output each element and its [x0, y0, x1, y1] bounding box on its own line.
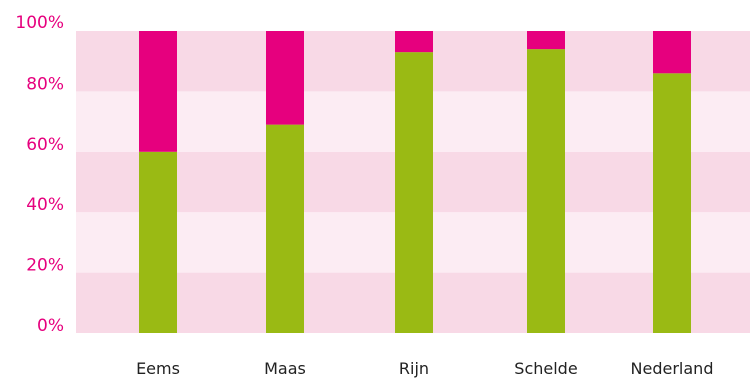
x-axis-category-labels: Eems Maas Rijn Schelde Nederland [136, 359, 713, 378]
y-axis-tick-labels: 0% 20% 40% 60% 80% 100% [15, 13, 64, 336]
x-category-label: Schelde [514, 359, 577, 378]
y-tick-label: 40% [26, 195, 64, 215]
bar-nederland-segment-2 [653, 31, 691, 74]
x-category-label: Rijn [399, 359, 429, 378]
bar-eems-segment-2 [139, 31, 177, 152]
y-tick-label: 100% [15, 13, 64, 33]
bar-maas-segment-1 [266, 124, 304, 334]
bar-rijn-segment-1 [395, 52, 433, 333]
bar-schelde-segment-2 [527, 31, 565, 50]
y-tick-label: 20% [26, 256, 64, 276]
y-tick-label: 60% [26, 135, 64, 155]
x-category-label: Eems [136, 359, 180, 378]
bars [139, 31, 691, 334]
bar-maas-segment-2 [266, 31, 304, 125]
x-category-label: Nederland [631, 359, 714, 378]
bar-rijn-segment-2 [395, 31, 433, 53]
bar-schelde-segment-1 [527, 49, 565, 334]
bar-eems-segment-1 [139, 151, 177, 333]
bar-nederland-segment-1 [653, 73, 691, 333]
x-category-label: Maas [264, 359, 306, 378]
y-tick-label: 80% [26, 74, 64, 94]
y-tick-label: 0% [37, 316, 64, 336]
